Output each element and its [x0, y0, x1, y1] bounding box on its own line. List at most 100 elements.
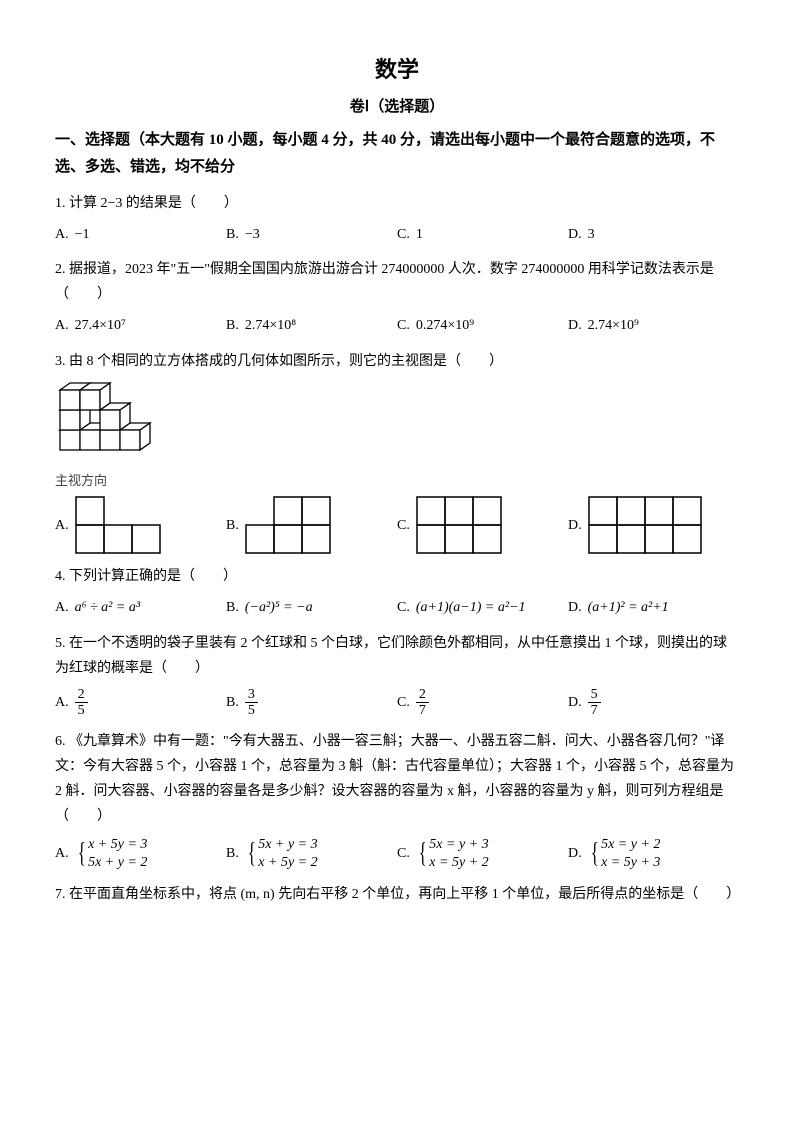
q6-d-eq1: 5x = y + 2	[601, 837, 660, 852]
q4-choices: A.a⁶ ÷ a² = a³ B.(−a²)⁵ = −a C.(a+1)(a−1…	[55, 595, 739, 620]
q5-choice-c: C.27	[397, 687, 568, 719]
label-d: D.	[568, 313, 582, 338]
label-a: A.	[55, 222, 69, 247]
q5-a-num: 2	[75, 687, 88, 703]
q2-text: 2. 据报道，2023 年"五一"假期全国国内旅游出游合计 274000000 …	[55, 257, 739, 307]
label-b: B.	[226, 595, 239, 620]
q1-text: 1. 计算 2−3 的结果是（ ）	[55, 191, 739, 216]
question-1: 1. 计算 2−3 的结果是（ ） A.−1 B.−3 C.1 D.3	[55, 191, 739, 247]
q3-opt-b-icon	[245, 496, 331, 554]
label-d: D.	[568, 690, 582, 715]
q1-choice-a: A.−1	[55, 222, 226, 247]
q3-choice-a: A.	[55, 496, 226, 554]
label-d: D.	[568, 595, 582, 620]
cube-figure-icon	[55, 380, 165, 460]
q3-choice-b: B.	[226, 496, 397, 554]
q6-choice-d: D. {5x = y + 2 x = 5y + 3	[568, 836, 739, 872]
q1-choice-d: D.3	[568, 222, 739, 247]
brace-icon: {	[77, 841, 85, 866]
q7-text: 7. 在平面直角坐标系中，将点 (m, n) 先向右平移 2 个单位，再向上平移…	[55, 882, 739, 907]
q5-choice-d: D.57	[568, 687, 739, 719]
q4-d-val: (a+1)² = a²+1	[588, 595, 669, 620]
label-a: A.	[55, 841, 69, 866]
q5-b-num: 3	[245, 687, 258, 703]
brace-icon: {	[590, 841, 598, 866]
q6-choices: A.{x + 5y = 35x + y = 2 B.{5x + y = 3x +…	[55, 836, 739, 872]
label-a: A.	[55, 513, 69, 538]
q5-a-den: 5	[75, 703, 88, 718]
q5-c-den: 7	[416, 703, 429, 718]
q2-choice-c: C.0.274×10⁹	[397, 313, 568, 338]
q5-d-num: 5	[588, 687, 601, 703]
label-b: B.	[226, 841, 239, 866]
q5-choice-a: A. 25	[55, 687, 226, 719]
q2-d-val: 2.74×10⁹	[588, 313, 639, 338]
page-title: 数学	[55, 50, 739, 90]
q6-b-eq1: 5x + y = 3	[258, 837, 317, 852]
q3-opt-d-icon	[588, 496, 702, 554]
q4-c-val: (a+1)(a−1) = a²−1	[416, 595, 526, 620]
q3-choices: A. B. C. D.	[55, 496, 739, 554]
q1-c-val: 1	[416, 222, 423, 247]
q5-d-frac: 57	[588, 687, 601, 719]
label-c: C.	[397, 313, 410, 338]
q5-b-frac: 35	[245, 687, 258, 719]
q6-b-eq2: x + 5y = 2	[258, 855, 317, 870]
q4-choice-a: A.a⁶ ÷ a² = a³	[55, 595, 226, 620]
q2-b-val: 2.74×10⁸	[245, 313, 296, 338]
brace-icon: {	[248, 841, 256, 866]
q6-c-eq2: x = 5y + 2	[429, 855, 488, 870]
label-c: C.	[397, 841, 410, 866]
q2-c-val: 0.274×10⁹	[416, 313, 474, 338]
label-c: C.	[397, 690, 410, 715]
q6-c-eqs: 5x = y + 3 x = 5y + 2	[429, 836, 488, 872]
q6-choice-c: C. {5x = y + 3 x = 5y + 2	[397, 836, 568, 872]
q4-choice-d: D.(a+1)² = a²+1	[568, 595, 739, 620]
q6-a-eqs: x + 5y = 3 5x + y = 2	[88, 836, 147, 872]
q3-text: 3. 由 8 个相同的立方体搭成的几何体如图所示，则它的主视图是（ ）	[55, 349, 739, 374]
q4-text: 4. 下列计算正确的是（ ）	[55, 564, 739, 589]
q3-figure: 主视方向	[55, 380, 739, 493]
q6-a-eq1: x + 5y = 3	[88, 837, 147, 852]
q1-choice-b: B.−3	[226, 222, 397, 247]
q5-c-num: 2	[416, 687, 429, 703]
q6-d-eq2: x = 5y + 3	[601, 855, 660, 870]
q6-b-eqs: 5x + y = 3 x + 5y = 2	[258, 836, 317, 872]
q3-choice-c: C.	[397, 496, 568, 554]
q3-choice-d: D.	[568, 496, 739, 554]
question-7: 7. 在平面直角坐标系中，将点 (m, n) 先向右平移 2 个单位，再向上平移…	[55, 882, 739, 907]
label-a: A.	[55, 595, 69, 620]
q2-choice-a: A.27.4×10⁷	[55, 313, 226, 338]
q6-a-eq2: 5x + y = 2	[88, 855, 147, 870]
q4-a-val: a⁶ ÷ a² = a³	[75, 595, 140, 620]
label-b: B.	[226, 222, 239, 247]
q2-choice-d: D.2.74×10⁹	[568, 313, 739, 338]
q1-choices: A.−1 B.−3 C.1 D.3	[55, 222, 739, 247]
label-a: A.	[55, 313, 69, 338]
brace-icon: {	[419, 841, 427, 866]
q4-choice-c: C.(a+1)(a−1) = a²−1	[397, 595, 568, 620]
q6-text: 6. 《九章算术》中有一题："今有大器五、小器一容三斛；大器一、小器五容二斛．问…	[55, 729, 739, 830]
question-4: 4. 下列计算正确的是（ ） A.a⁶ ÷ a² = a³ B.(−a²)⁵ =…	[55, 564, 739, 620]
label-d: D.	[568, 841, 582, 866]
q3-opt-c-icon	[416, 496, 502, 554]
q2-choice-b: B.2.74×10⁸	[226, 313, 397, 338]
q4-b-val: (−a²)⁵ = −a	[245, 595, 313, 620]
label-d: D.	[568, 513, 582, 538]
q4-choice-b: B.(−a²)⁵ = −a	[226, 595, 397, 620]
label-c: C.	[397, 513, 410, 538]
q5-d-den: 7	[588, 703, 601, 718]
q6-c-eq1: 5x = y + 3	[429, 837, 488, 852]
label-c: C.	[397, 595, 410, 620]
label-a: A.	[55, 690, 69, 715]
q3-caption: 主视方向	[55, 469, 739, 492]
q5-c-frac: 27	[416, 687, 429, 719]
q1-a-val: −1	[75, 222, 90, 247]
question-6: 6. 《九章算术》中有一题："今有大器五、小器一容三斛；大器一、小器五容二斛．问…	[55, 729, 739, 872]
q1-d-val: 3	[588, 222, 595, 247]
question-5: 5. 在一个不透明的袋子里装有 2 个红球和 5 个白球，它们除颜色外都相同，从…	[55, 631, 739, 719]
label-c: C.	[397, 222, 410, 247]
question-2: 2. 据报道，2023 年"五一"假期全国国内旅游出游合计 274000000 …	[55, 257, 739, 339]
q3-opt-a-icon	[75, 496, 161, 554]
q6-d-eqs: 5x = y + 2 x = 5y + 3	[601, 836, 660, 872]
